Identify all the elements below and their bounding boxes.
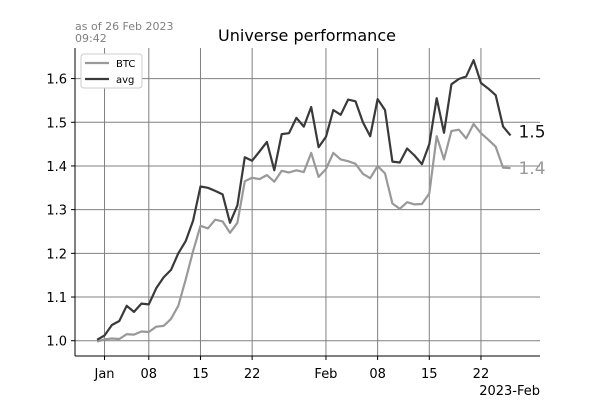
as-of-subtitle: as of 26 Feb 2023 09:42 <box>75 21 174 45</box>
series-line-btc <box>96 122 511 343</box>
y-tick-label: 1.4 <box>46 160 67 175</box>
as-of-time: 09:42 <box>75 32 107 45</box>
x-axis-offset-label: 2023-Feb <box>479 384 540 399</box>
x-tick-label: 08 <box>141 367 158 382</box>
y-tick-label: 1.2 <box>46 247 67 262</box>
end-labels: 1.4 1.5 <box>518 122 545 179</box>
series <box>96 59 512 343</box>
y-tick-label: 1.3 <box>46 204 67 219</box>
x-tick-label: Feb <box>314 367 337 382</box>
legend-label-btc: BTC <box>116 59 135 70</box>
x-tick-label: 15 <box>192 367 209 382</box>
x-tick-label: 08 <box>369 367 386 382</box>
y-tick-label: 1.6 <box>46 73 67 88</box>
y-tick-label: 1.1 <box>46 291 67 306</box>
y-tick-label: 1.5 <box>46 116 67 131</box>
legend-label-avg: avg <box>116 75 134 86</box>
chart-title: Universe performance <box>218 26 396 45</box>
y-tick-label: 1.0 <box>46 335 67 350</box>
end-label-avg: 1.5 <box>518 122 545 142</box>
legend: BTC avg <box>80 53 143 89</box>
series-line-avg <box>96 59 512 341</box>
end-label-btc: 1.4 <box>518 159 545 179</box>
x-tick-label: 15 <box>421 367 438 382</box>
grid <box>75 48 540 356</box>
x-tick-label: Jan <box>94 367 115 382</box>
as-of-date: as of 26 Feb 2023 <box>75 20 174 33</box>
x-tick-label: 22 <box>473 367 490 382</box>
axes: 1.0 1.1 1.2 1.3 1.4 1.5 1.6 Jan 08 15 22 Feb 08 15 22 2… <box>46 48 540 399</box>
x-tick-label: 22 <box>244 367 261 382</box>
